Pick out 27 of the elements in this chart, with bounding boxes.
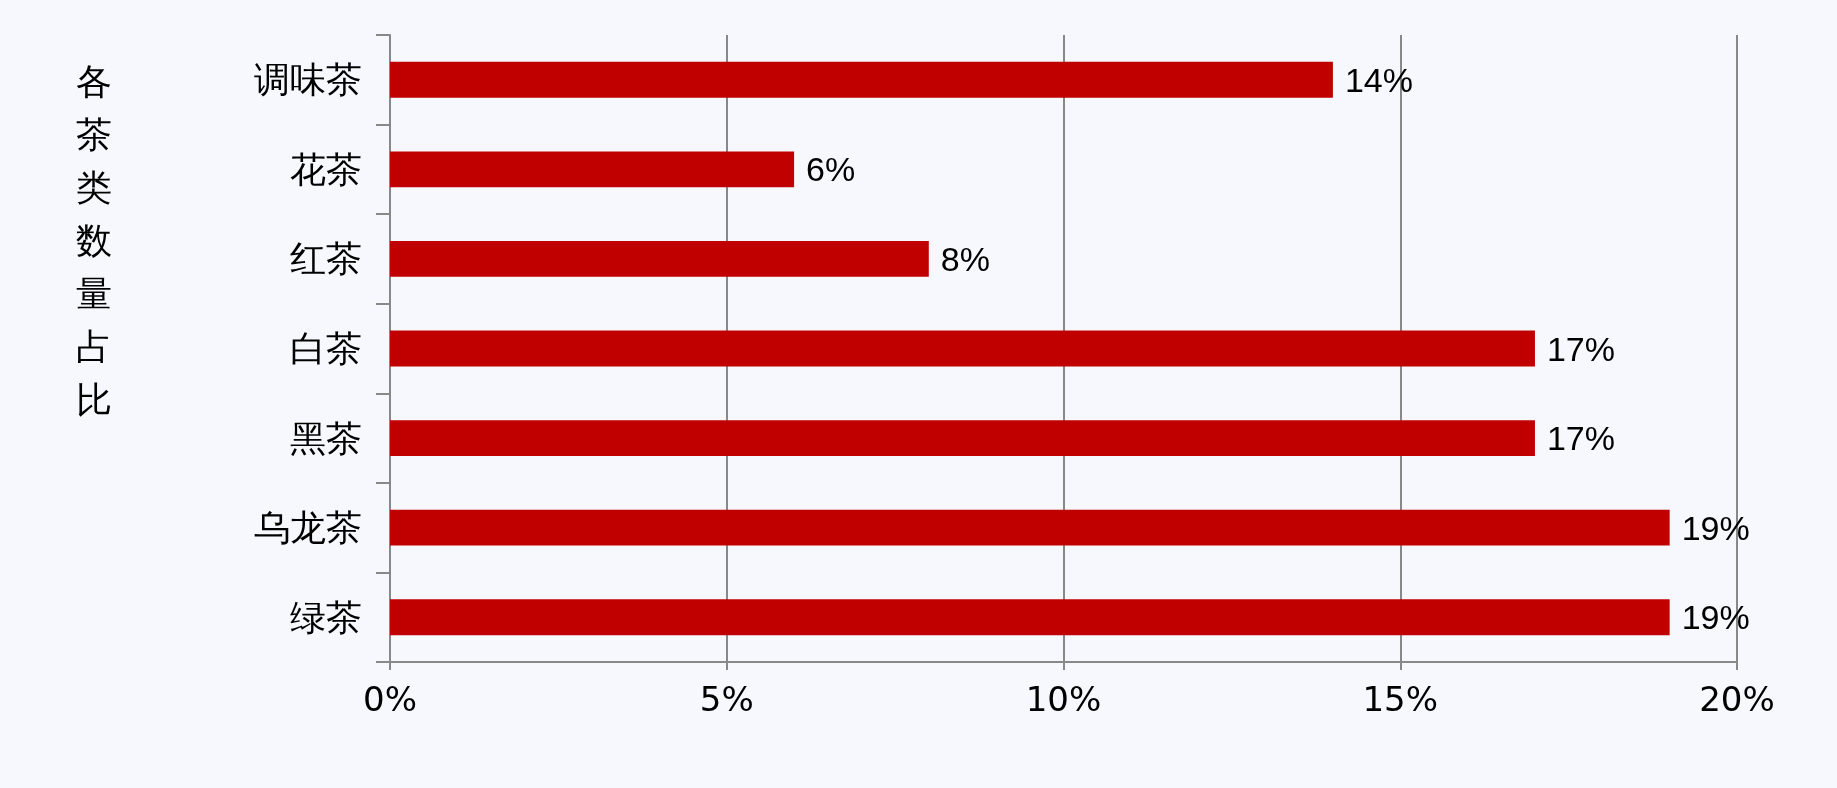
y-tick-label: 黑茶 — [290, 417, 362, 459]
y-tick-label: 绿茶 — [290, 596, 362, 638]
bar — [390, 151, 795, 188]
x-tick-label: 15% — [1362, 679, 1439, 719]
data-label: 17% — [1546, 419, 1616, 458]
data-label: 14% — [1344, 60, 1413, 99]
y-axis-title: 各茶类数量占比 — [75, 60, 113, 422]
data-label: 19% — [1681, 598, 1750, 637]
bar — [390, 599, 1670, 636]
bar — [390, 420, 1535, 456]
y-tick-label: 乌龙茶 — [254, 507, 362, 549]
bar — [390, 241, 929, 277]
data-label: 19% — [1681, 508, 1750, 547]
bar — [390, 509, 1670, 546]
x-tick-label: 0% — [363, 679, 417, 719]
data-label: 6% — [806, 150, 856, 189]
bar — [390, 330, 1535, 367]
data-label: 8% — [940, 239, 990, 278]
y-tick-label: 红茶 — [290, 238, 362, 280]
y-tick-label: 花茶 — [290, 148, 362, 190]
y-tick-label: 白茶 — [290, 328, 362, 369]
x-tick-label: 20% — [1699, 679, 1775, 719]
x-tick-label: 10% — [1025, 679, 1102, 719]
x-tick-label: 5% — [699, 679, 754, 719]
y-tick-label: 调味茶 — [254, 59, 362, 101]
bar — [390, 61, 1333, 98]
data-label: 17% — [1546, 329, 1616, 368]
